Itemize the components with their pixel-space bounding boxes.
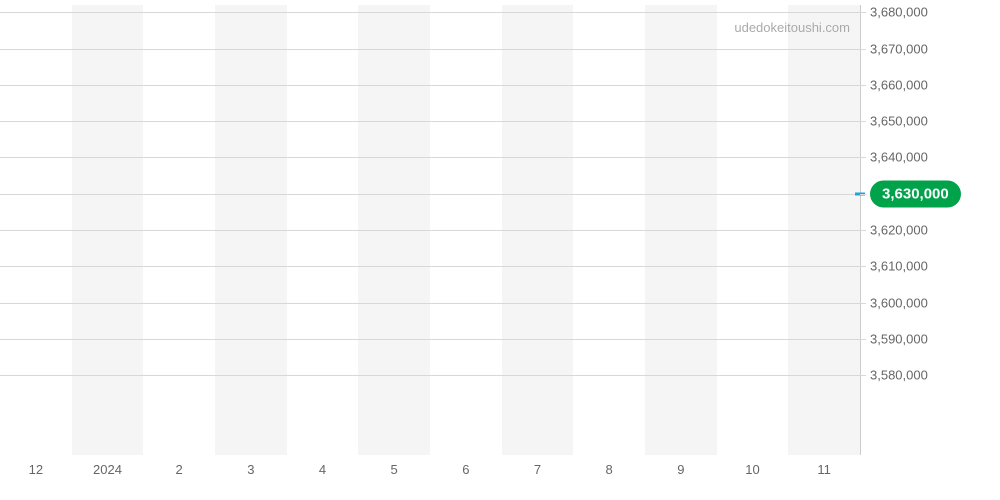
price-chart: 3,580,000 3,590,000 3,600,000 3,610,000 3,62… bbox=[0, 0, 1000, 500]
gridline bbox=[0, 194, 860, 195]
y-tick bbox=[860, 12, 866, 13]
gridline bbox=[0, 303, 860, 304]
y-axis-label: 3,640,000 bbox=[870, 150, 928, 165]
x-axis-label: 12 bbox=[29, 462, 43, 477]
gridline bbox=[0, 85, 860, 86]
y-tick bbox=[860, 121, 866, 122]
current-value-label: 3,630,000 bbox=[882, 185, 949, 202]
y-axis-label: 3,590,000 bbox=[870, 331, 928, 346]
x-axis-label: 2024 bbox=[93, 462, 122, 477]
x-axis-label: 9 bbox=[677, 462, 684, 477]
watermark-text: udedokeitoushi.com bbox=[734, 20, 850, 35]
x-axis-label: 2 bbox=[176, 462, 183, 477]
y-axis-label: 3,620,000 bbox=[870, 223, 928, 238]
y-tick bbox=[860, 49, 866, 50]
x-axis-label: 6 bbox=[462, 462, 469, 477]
y-axis-label: 3,650,000 bbox=[870, 114, 928, 129]
y-axis-label: 3,680,000 bbox=[870, 5, 928, 20]
gridline bbox=[0, 49, 860, 50]
y-axis: 3,580,000 3,590,000 3,600,000 3,610,000 3,62… bbox=[870, 5, 950, 455]
gridline bbox=[0, 230, 860, 231]
x-axis-label: 11 bbox=[817, 462, 831, 477]
x-axis-label: 10 bbox=[745, 462, 759, 477]
y-axis-label: 3,670,000 bbox=[870, 41, 928, 56]
current-value-badge: 3,630,000 bbox=[870, 180, 961, 207]
x-axis-label: 7 bbox=[534, 462, 541, 477]
y-tick bbox=[860, 339, 866, 340]
gridline bbox=[0, 266, 860, 267]
y-tick bbox=[860, 85, 866, 86]
y-tick bbox=[860, 157, 866, 158]
x-axis: 12 2024 2 3 4 5 6 7 8 9 10 11 bbox=[0, 462, 860, 492]
y-tick bbox=[860, 303, 866, 304]
gridline bbox=[0, 157, 860, 158]
y-axis-label: 3,660,000 bbox=[870, 77, 928, 92]
gridline bbox=[0, 12, 860, 13]
y-axis-label: 3,580,000 bbox=[870, 368, 928, 383]
y-axis-label: 3,610,000 bbox=[870, 259, 928, 274]
y-tick bbox=[860, 194, 866, 195]
x-axis-label: 8 bbox=[606, 462, 613, 477]
x-axis-label: 4 bbox=[319, 462, 326, 477]
x-axis-label: 5 bbox=[391, 462, 398, 477]
gridline bbox=[0, 375, 860, 376]
gridline bbox=[0, 121, 860, 122]
y-axis-label: 3,600,000 bbox=[870, 295, 928, 310]
plot-area bbox=[0, 5, 860, 455]
y-tick bbox=[860, 375, 866, 376]
gridline bbox=[0, 339, 860, 340]
y-tick bbox=[860, 266, 866, 267]
x-axis-label: 3 bbox=[247, 462, 254, 477]
y-tick bbox=[860, 230, 866, 231]
